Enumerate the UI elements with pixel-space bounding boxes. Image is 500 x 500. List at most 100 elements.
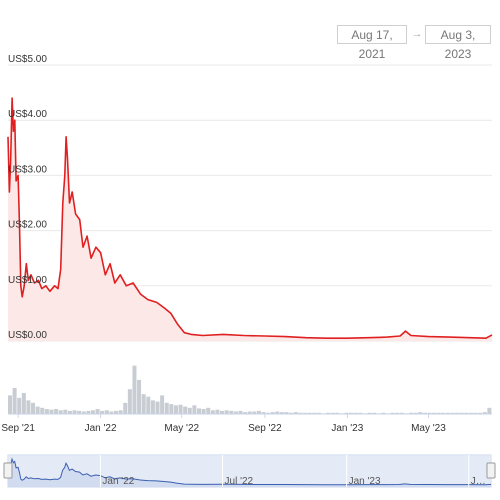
volume-bar (252, 411, 257, 414)
volume-bar (399, 412, 404, 414)
volume-bar (395, 412, 400, 414)
y-tick-label: US$0.00 (8, 330, 47, 341)
volume-bar (31, 402, 36, 414)
volume-bar (49, 409, 54, 414)
x-axis-ticks: Sep '21 Jan '22 May '22 Sep '22 Jan '23 May '… (1, 414, 446, 434)
volume-bar (256, 410, 261, 414)
volume-bar (114, 410, 119, 414)
volume-bar (187, 407, 192, 414)
volume-bar (229, 410, 234, 414)
navigator-ticks: Jan '22 Jul '22 Jan '23 J… (99, 455, 486, 487)
volume-bar (307, 412, 312, 414)
volume-bar (63, 409, 68, 414)
volume-bar (146, 396, 151, 414)
volume-bar (455, 412, 460, 414)
volume-bar (349, 412, 354, 414)
volume-bar (192, 405, 197, 414)
y-tick-label: US$1.00 (8, 275, 47, 286)
x-tick-label: May '22 (164, 423, 199, 434)
volume-bar (178, 404, 183, 414)
volume-bar (77, 410, 82, 414)
volume-bar (67, 410, 72, 414)
volume-bar (344, 412, 349, 414)
volume-bar (358, 412, 363, 414)
navigator-left-handle[interactable] (3, 462, 13, 479)
volume-bar (468, 412, 473, 414)
volume-bar (390, 412, 395, 414)
volume-bar (459, 412, 464, 414)
volume-bar (445, 412, 450, 414)
y-tick-label: US$2.00 (8, 220, 47, 231)
volume-bar (44, 409, 49, 414)
volume-bars (8, 365, 492, 414)
volume-bar (12, 387, 17, 414)
volume-bar (335, 412, 340, 414)
navigator-right-handle[interactable] (486, 462, 496, 479)
volume-bar (81, 411, 86, 414)
x-tick-label: Sep '22 (248, 423, 282, 434)
volume-bar (233, 411, 238, 414)
volume-bar (422, 412, 427, 414)
volume-bar (132, 365, 137, 414)
navigator-tick-label: Jan '23 (349, 476, 381, 487)
volume-bar (353, 412, 358, 414)
x-tick-label: Jan '23 (331, 423, 363, 434)
volume-bar (183, 406, 188, 414)
volume-bar (270, 412, 275, 414)
volume-bar (58, 410, 63, 414)
volume-bar (261, 412, 266, 414)
volume-bar (381, 412, 386, 414)
volume-bar (247, 411, 252, 414)
navigator-line (7, 457, 492, 486)
navigator-tick-label: J… (471, 476, 486, 487)
volume-bar (169, 404, 174, 414)
date-from-input[interactable]: Aug 17, 2021 (337, 25, 407, 61)
volume-bar (275, 411, 280, 414)
volume-bar (427, 412, 432, 414)
volume-bar (123, 402, 128, 414)
volume-bar (150, 400, 155, 414)
volume-bar (100, 410, 105, 414)
volume-bar (284, 412, 289, 414)
volume-bar (201, 409, 206, 414)
price-area-fill (8, 98, 492, 341)
volume-bar (298, 412, 303, 414)
navigator-area (8, 459, 491, 487)
volume-bar (21, 392, 26, 414)
volume-bar (35, 406, 40, 414)
volume-bar (326, 412, 331, 414)
volume-bar (441, 412, 446, 414)
volume-bar (196, 408, 201, 414)
volume-bar (104, 410, 109, 414)
x-tick-label: May '23 (411, 423, 446, 434)
volume-bar (266, 412, 271, 414)
date-to-input[interactable]: Aug 3, 2023 (425, 25, 491, 61)
volume-bar (40, 407, 45, 414)
volume-bar (372, 412, 377, 414)
volume-bar (330, 412, 335, 414)
volume-bar (210, 410, 215, 414)
volume-bar (279, 412, 284, 414)
volume-bar (160, 395, 165, 414)
volume-bar (137, 379, 142, 414)
volume-bar (164, 402, 169, 414)
volume-bar (464, 412, 469, 414)
volume-bar (224, 410, 229, 414)
volume-bar (303, 412, 308, 414)
volume-bar (86, 410, 91, 414)
volume-bar (220, 410, 225, 414)
volume-bar (238, 410, 243, 414)
volume-bar (118, 410, 123, 414)
y-axis-ticks: US$0.00 US$1.00 US$2.00 US$3.00 US$4.00 US$5.… (8, 54, 47, 341)
volume-bar (173, 405, 178, 414)
volume-bar (312, 412, 317, 414)
volume-bar (473, 412, 478, 414)
volume-bar (293, 412, 298, 414)
volume-bar (243, 412, 248, 414)
volume-bar (432, 412, 437, 414)
volume-bar (127, 389, 132, 414)
y-tick-label: US$3.00 (8, 164, 47, 175)
volume-bar (8, 395, 13, 414)
volume-bar (487, 407, 492, 414)
